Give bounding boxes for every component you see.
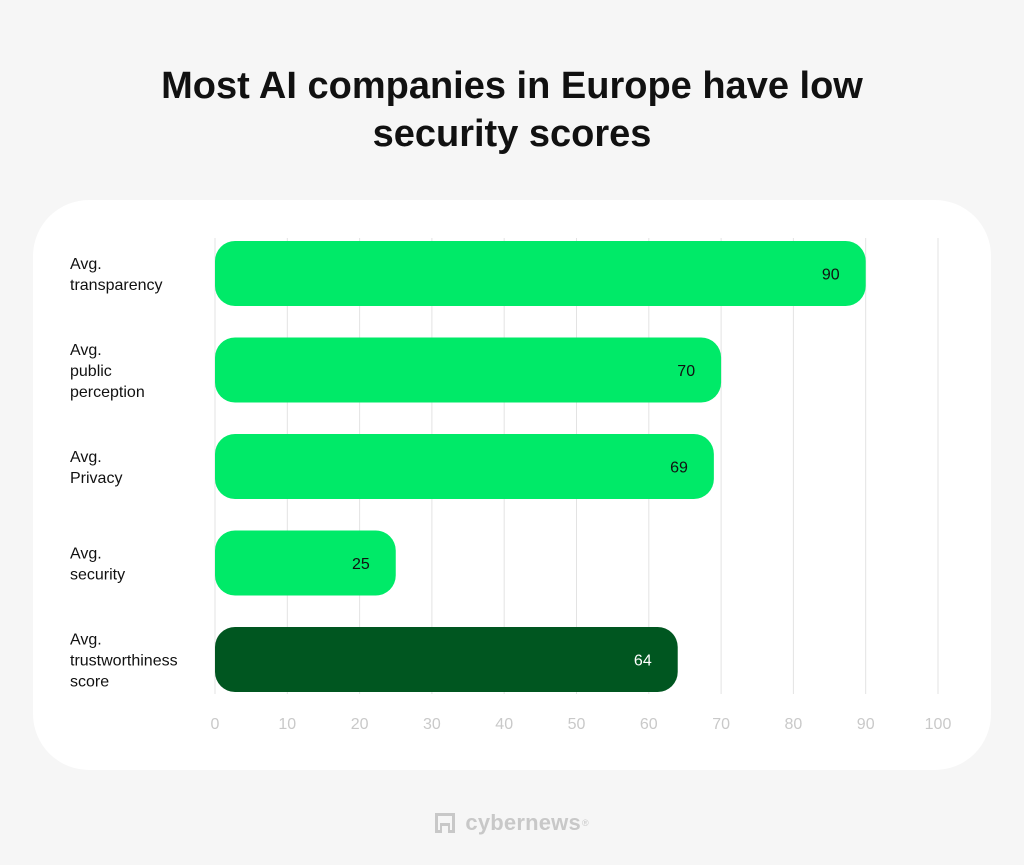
x-tick-label-50: 50 [568, 716, 586, 733]
x-tick-label-90: 90 [857, 716, 875, 733]
bar-2 [215, 434, 714, 499]
registered-mark: ® [581, 818, 589, 828]
category-label-2: Avg. Privacy [70, 449, 122, 487]
category-label-0: Avg. transparency [70, 256, 163, 294]
category-label-0-line-1: transparency [70, 277, 163, 294]
x-tick-label-60: 60 [640, 716, 658, 733]
bar-4 [215, 627, 678, 692]
bar-chart: 0 10 20 30 40 50 60 70 80 90 100 90 Avg. transparency… [70, 238, 952, 733]
category-label-0-line-0: Avg. [70, 256, 102, 273]
category-label-1: Avg. public perception [70, 342, 145, 401]
bar-value-label-3: 25 [352, 556, 370, 573]
bar-value-label-0: 90 [822, 267, 840, 284]
cybernews-logo-icon [435, 813, 456, 833]
bar-0 [215, 241, 866, 306]
bar-1 [215, 337, 722, 403]
category-label-4-line-0: Avg. [70, 632, 102, 649]
chart-card: 0 10 20 30 40 50 60 70 80 90 100 90 Avg. transparency… [33, 200, 991, 770]
x-tick-label-10: 10 [278, 716, 296, 733]
category-label-1-line-1: public [70, 363, 112, 380]
bar-3 [215, 530, 396, 596]
bar-value-label-1: 70 [677, 363, 695, 380]
chart-title-line-1: Most AI companies in Europe have low [161, 65, 863, 107]
x-tick-label-100: 100 [925, 716, 952, 733]
chart-title-line-2: security scores [372, 113, 652, 155]
bar-value-label-2: 69 [670, 460, 688, 477]
category-label-2-line-1: Privacy [70, 470, 122, 487]
brand-logo: cybernews ® [0, 810, 1024, 836]
x-tick-label-40: 40 [495, 716, 513, 733]
category-label-1-line-2: perception [70, 384, 145, 401]
category-label-3: Avg. security [70, 546, 125, 584]
category-label-3-line-0: Avg. [70, 546, 102, 563]
x-tick-label-30: 30 [423, 716, 441, 733]
chart-title: Most AI companies in Europe have low sec… [0, 62, 1024, 158]
category-label-3-line-1: security [70, 567, 125, 584]
category-label-4-line-1: trustworthiness [70, 653, 178, 670]
category-label-2-line-0: Avg. [70, 449, 102, 466]
brand-name: cybernews [465, 810, 581, 835]
x-tick-label-0: 0 [211, 716, 220, 733]
x-tick-label-20: 20 [351, 716, 369, 733]
x-tick-label-70: 70 [712, 716, 730, 733]
category-label-1-line-0: Avg. [70, 342, 102, 359]
category-label-4: Avg. trustworthiness score [70, 632, 178, 691]
x-tick-label-80: 80 [785, 716, 803, 733]
bar-value-label-4: 64 [634, 653, 652, 670]
category-label-4-line-2: score [70, 674, 109, 691]
